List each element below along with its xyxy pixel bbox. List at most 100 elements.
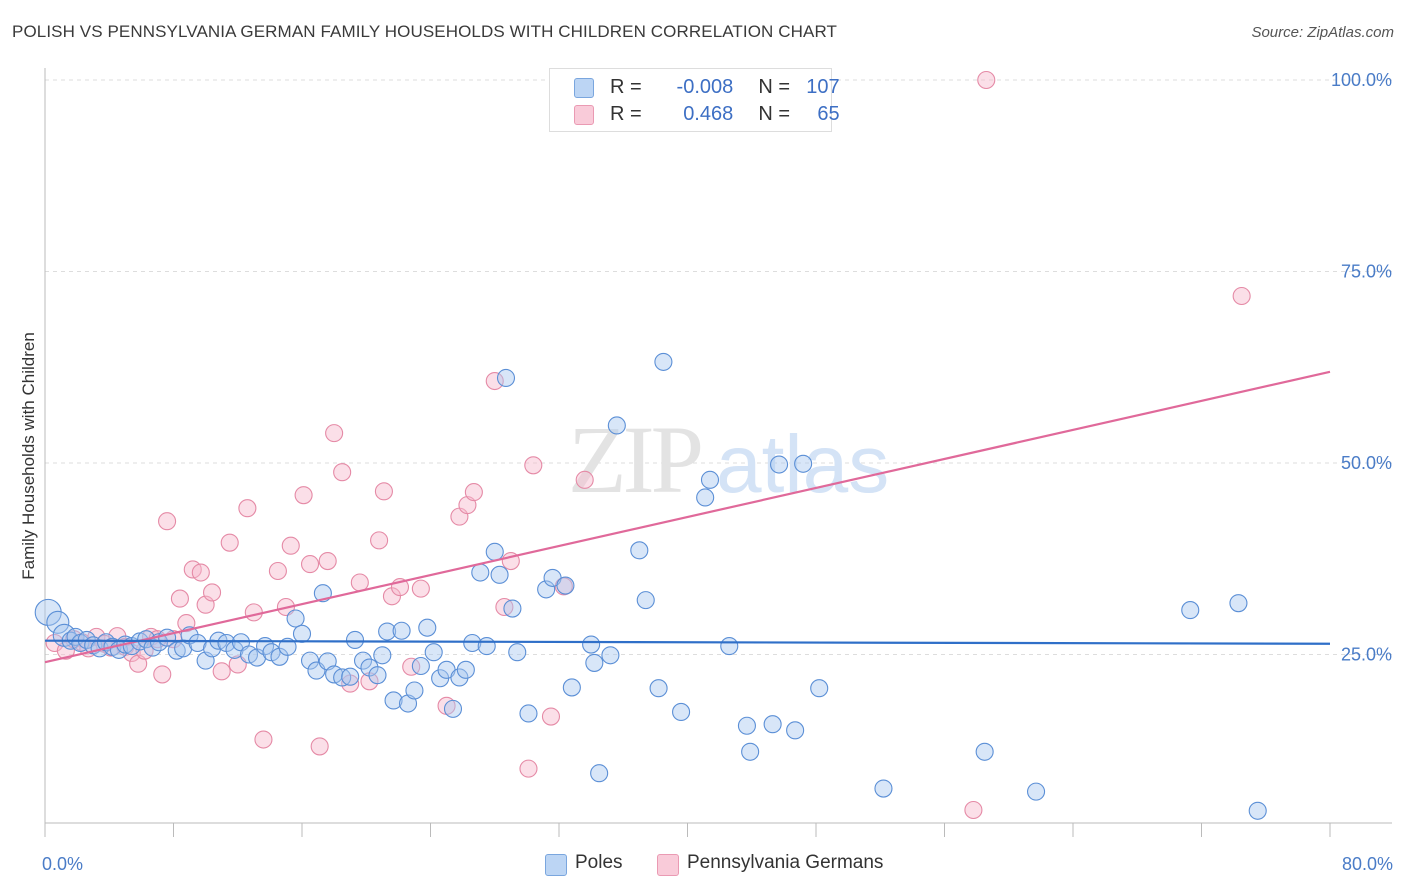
pennsylvania-germans-point (212, 662, 231, 681)
correlation-legend: R = -0.008 N = 107 R = 0.468 N = 65 (549, 68, 840, 132)
poles-point (519, 704, 538, 723)
poles-point (1181, 601, 1200, 620)
poles-point (292, 624, 312, 643)
poles-point (405, 681, 424, 700)
poles-point (562, 678, 581, 697)
poles-point (1027, 782, 1046, 801)
legend-r-value-poles: -0.008 (676, 76, 734, 98)
series-legend-label-poles: Poles (575, 852, 623, 873)
pennsylvania-germans-point (244, 603, 263, 622)
pennsylvania-germans-point (1232, 286, 1251, 306)
legend-r-value-pennsylvania-germans: 0.468 (683, 103, 734, 125)
poles-point (607, 416, 626, 435)
pennsylvania-germans-point (300, 555, 320, 574)
poles-point (636, 591, 655, 610)
poles-point (741, 742, 760, 761)
pennsylvania-germans-point (220, 533, 239, 552)
pennsylvania-germans-point (318, 551, 337, 571)
poles-point (537, 580, 556, 599)
poles-point (590, 764, 609, 783)
poles-point (654, 352, 673, 371)
watermark-zip: ZIP (568, 406, 701, 513)
pennsylvania-germans-point (158, 512, 177, 531)
poles-point (696, 488, 715, 507)
poles-point (630, 541, 649, 560)
poles-point (794, 454, 813, 473)
poles-point (874, 779, 893, 798)
y-tick-label: 100.0% (1331, 70, 1392, 90)
legend-swatch-pennsylvania-germans (574, 105, 594, 125)
pennsylvania-germans-point (370, 531, 389, 550)
poles-point (424, 643, 443, 662)
poles-point (300, 651, 320, 670)
y-tick-labels: 25.0% 50.0% 75.0% 100.0% (1331, 70, 1392, 665)
poles-point (810, 679, 829, 698)
legend-text-poles: R = -0.008 N = 107 (610, 76, 840, 99)
x-tick-label: 80.0% (1342, 854, 1393, 874)
pennsylvania-germans-point (402, 657, 421, 676)
legend-n-label: N = (758, 103, 791, 125)
poles-point (345, 630, 365, 649)
series-legend-swatch-poles (545, 854, 567, 876)
pennsylvania-germans-point (325, 424, 344, 443)
x-tick-label: 0.0% (42, 854, 83, 874)
poles-point (463, 633, 482, 653)
pennsylvania-germans-point (350, 573, 369, 592)
pennsylvania-germans-point (374, 482, 393, 501)
poles-point (384, 691, 403, 710)
poles-point (700, 470, 720, 489)
y-tick-label: 75.0% (1341, 262, 1392, 282)
poles-point (278, 637, 297, 656)
poles-point (601, 646, 620, 665)
legend-n-value-poles: 107 (806, 76, 840, 98)
legend-r-label: R = (610, 76, 642, 98)
poles-point (1229, 594, 1248, 613)
poles-point (508, 643, 527, 662)
poles-point (450, 668, 469, 687)
grid-lines (45, 79, 1392, 655)
legend-r-label: R = (610, 103, 642, 125)
poles-point (786, 721, 805, 740)
poles-point (456, 660, 475, 679)
poles-point (649, 679, 668, 698)
poles-point (368, 666, 387, 685)
x-tick-labels: 0.0% 80.0% (42, 854, 1393, 874)
series-legend-swatch-pennsylvania-germans (657, 854, 679, 876)
trend-lines (44, 370, 1331, 664)
series-legend: Poles Pennsylvania Germans (0, 852, 1406, 878)
legend-n-value-pennsylvania-germans: 65 (817, 103, 840, 125)
poles-point (496, 368, 516, 388)
poles-point (485, 542, 504, 561)
poles-point (392, 621, 411, 640)
pennsylvania-germans-point (575, 470, 594, 489)
poles-point (582, 635, 601, 654)
poles-point (373, 646, 392, 665)
pennsylvania-germans-point (964, 800, 983, 820)
trend-line-pennsylvania-germans (44, 370, 1331, 664)
poles-point (341, 667, 360, 686)
pennsylvania-germans-point (977, 70, 996, 90)
series-legend-label-pennsylvania-germans: Pennsylvania Germans (687, 852, 884, 873)
watermark-atlas: atlas (716, 419, 889, 510)
pennsylvania-germans-point (464, 483, 483, 502)
pennsylvania-germans-point (541, 707, 561, 726)
pennsylvania-germans-point (333, 463, 352, 482)
series-pennsylvania-germans-points (45, 70, 1251, 820)
poles-point (46, 610, 70, 634)
poles-point (975, 742, 994, 761)
pennsylvania-germans-point (268, 561, 287, 581)
pennsylvania-germans-point (519, 759, 538, 778)
poles-point (286, 609, 305, 628)
poles-point (471, 563, 490, 582)
pennsylvania-germans-point (203, 583, 222, 602)
pennsylvania-germans-point (170, 589, 189, 608)
poles-point (443, 699, 463, 718)
legend-swatch-poles (574, 78, 594, 98)
poles-point (737, 716, 756, 735)
trend-line-poles (44, 639, 1331, 645)
legend-n-label: N = (758, 76, 791, 98)
poles-point (556, 576, 575, 595)
pennsylvania-germans-point (254, 730, 273, 749)
pennsylvania-germans-point (310, 737, 329, 756)
